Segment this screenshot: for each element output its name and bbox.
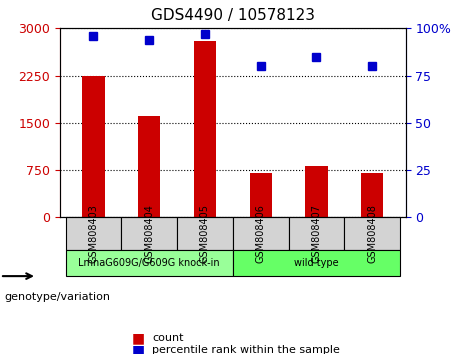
Text: GSM808404: GSM808404 — [144, 204, 154, 263]
FancyBboxPatch shape — [177, 217, 233, 250]
FancyBboxPatch shape — [121, 217, 177, 250]
Text: GSM808403: GSM808403 — [89, 204, 98, 263]
FancyBboxPatch shape — [233, 250, 400, 276]
Bar — [249, 173, 272, 217]
Text: GSM808406: GSM808406 — [256, 204, 266, 263]
FancyBboxPatch shape — [289, 217, 344, 250]
Text: ■: ■ — [132, 343, 145, 354]
Text: LmnaG609G/G609G knock-in: LmnaG609G/G609G knock-in — [78, 258, 220, 268]
Text: ■: ■ — [132, 331, 145, 345]
Bar — [194, 41, 216, 217]
FancyBboxPatch shape — [65, 250, 233, 276]
Bar — [82, 75, 105, 217]
Text: genotype/variation: genotype/variation — [5, 292, 111, 302]
Bar — [361, 173, 384, 217]
FancyBboxPatch shape — [233, 217, 289, 250]
Text: count: count — [152, 333, 183, 343]
Bar — [138, 116, 160, 217]
Text: wild type: wild type — [294, 258, 339, 268]
Text: GSM808405: GSM808405 — [200, 204, 210, 263]
Title: GDS4490 / 10578123: GDS4490 / 10578123 — [151, 8, 315, 23]
Text: GSM808407: GSM808407 — [312, 204, 321, 263]
Text: percentile rank within the sample: percentile rank within the sample — [152, 346, 340, 354]
FancyBboxPatch shape — [65, 217, 121, 250]
Text: GSM808408: GSM808408 — [367, 204, 377, 263]
FancyBboxPatch shape — [344, 217, 400, 250]
Bar — [305, 166, 328, 217]
